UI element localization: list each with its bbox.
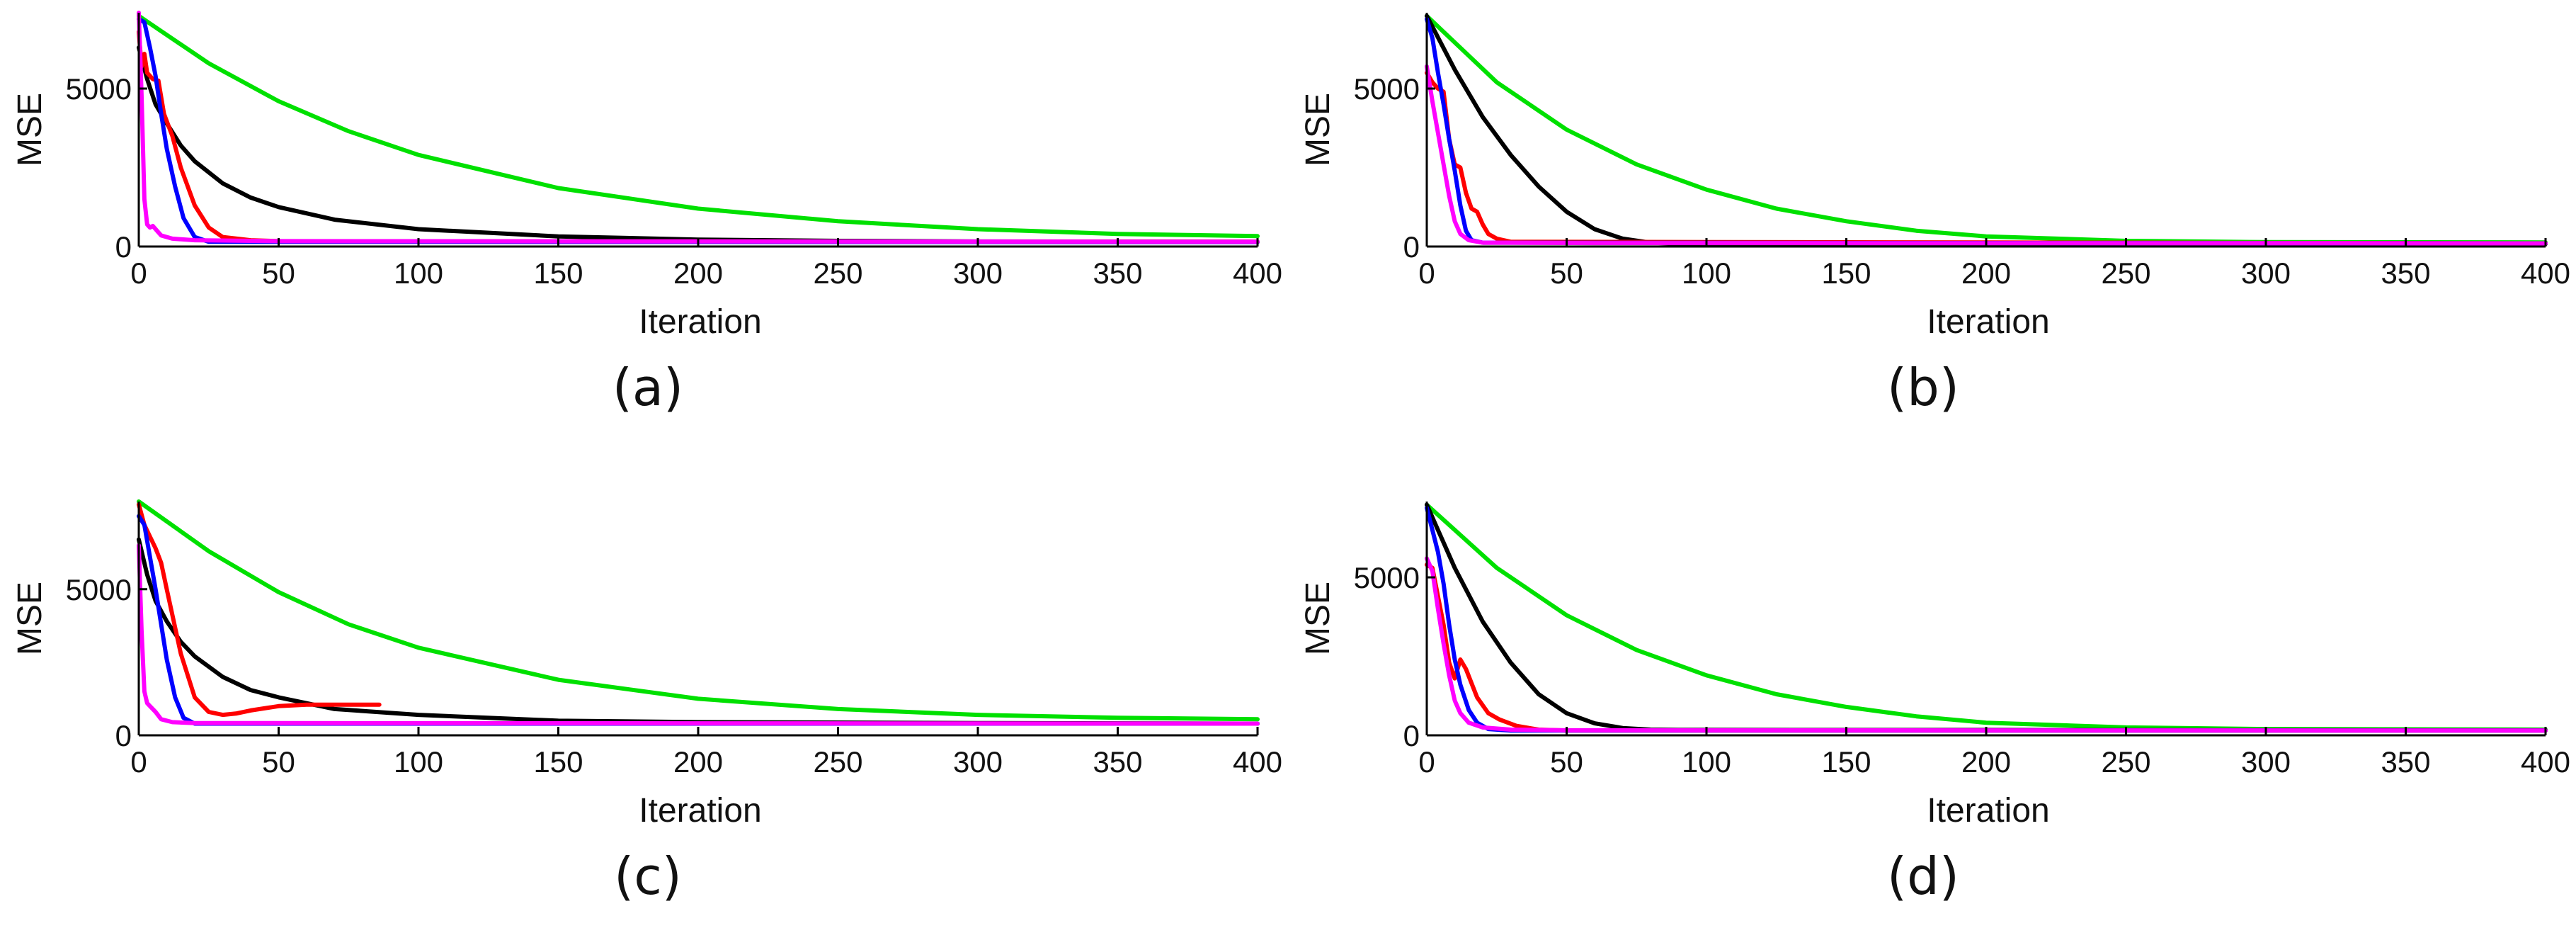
panel-a: 0 50 100 150 200 250 300 350 400 0 5000 Iteration MS… xyxy=(0,0,1288,439)
series-line-2 xyxy=(137,45,1260,244)
panel-b: 0 50 100 150 200 250 300 350 400 0 5000 Iteration MS… xyxy=(1288,0,2576,439)
x-tick-label: 0 xyxy=(1418,256,1435,290)
series-line-4 xyxy=(1425,505,2548,733)
y-axis-label: MSE xyxy=(11,582,49,655)
series-line-2 xyxy=(1425,502,2548,732)
x-tick-label: 100 xyxy=(394,256,443,290)
series-line-5 xyxy=(1425,64,2548,246)
caption-a: (a) xyxy=(612,358,684,417)
caption-d: (d) xyxy=(1887,847,1959,906)
y-tick-label: 5000 xyxy=(66,573,132,606)
y-tick-label: 5000 xyxy=(66,72,132,106)
series-line-1 xyxy=(137,13,1260,239)
x-tick-label: 200 xyxy=(673,745,723,779)
x-tick-label: 300 xyxy=(2241,256,2291,290)
series-line-5 xyxy=(137,11,1260,244)
x-axis-label: Iteration xyxy=(1927,303,2049,341)
x-tick-label: 50 xyxy=(262,256,295,290)
x-tick-label: 150 xyxy=(1821,256,1871,290)
x-tick-label: 100 xyxy=(1682,256,1731,290)
series-line-2 xyxy=(1425,13,2548,247)
x-tick-label: 50 xyxy=(1550,256,1583,290)
x-tick-label: 300 xyxy=(953,256,1003,290)
series-line-3 xyxy=(1425,70,2548,246)
chart-d: 0 50 100 150 200 250 300 350 400 0 5000 Iteration MS… xyxy=(1299,502,2570,830)
y-tick-label: 5000 xyxy=(1354,72,1420,106)
caption-b: (b) xyxy=(1887,358,1959,417)
y-axis-label: MSE xyxy=(11,93,49,166)
series-line-3 xyxy=(137,502,382,718)
series-line-1 xyxy=(137,499,1260,722)
x-axis-label: Iteration xyxy=(639,303,761,341)
chart-b: 0 50 100 150 200 250 300 350 400 0 5000 Iteration MS… xyxy=(1299,13,2570,341)
x-tick-label: 250 xyxy=(2101,256,2150,290)
x-tick-label: 150 xyxy=(533,745,583,779)
chart-c: 0 50 100 150 200 250 300 350 400 0 5000 Iteration MS… xyxy=(11,499,1282,830)
x-tick-label: 400 xyxy=(2521,745,2570,779)
x-tick-label: 150 xyxy=(1821,745,1871,779)
y-tick-label: 5000 xyxy=(1354,561,1420,594)
y-axis-label: MSE xyxy=(1299,93,1337,166)
series-line-5 xyxy=(1425,556,2548,733)
x-tick-label: 400 xyxy=(1233,256,1282,290)
x-tick-label: 200 xyxy=(1961,745,2011,779)
x-axis-label: Iteration xyxy=(639,792,761,830)
x-tick-label: 400 xyxy=(1233,745,1282,779)
x-tick-label: 200 xyxy=(1961,256,2011,290)
caption-c: (c) xyxy=(614,847,682,906)
x-tick-label: 250 xyxy=(813,745,862,779)
x-tick-label: 0 xyxy=(130,745,147,779)
x-tick-label: 350 xyxy=(2381,256,2430,290)
series-line-3 xyxy=(1425,562,2548,733)
x-tick-label: 250 xyxy=(813,256,862,290)
series-line-1 xyxy=(1425,13,2548,245)
x-tick-label: 50 xyxy=(262,745,295,779)
x-tick-label: 50 xyxy=(1550,745,1583,779)
x-tick-label: 350 xyxy=(1093,256,1142,290)
y-tick-label: 0 xyxy=(115,230,132,264)
series-line-2 xyxy=(137,537,1260,726)
x-tick-label: 300 xyxy=(2241,745,2291,779)
panel-d: 0 50 100 150 200 250 300 350 400 0 5000 Iteration MS… xyxy=(1288,489,2576,928)
x-tick-label: 0 xyxy=(130,256,147,290)
series-line-5 xyxy=(137,543,1260,726)
x-tick-label: 200 xyxy=(673,256,723,290)
y-axis-label: MSE xyxy=(1299,582,1337,655)
x-tick-label: 300 xyxy=(953,745,1003,779)
y-tick-label: 0 xyxy=(1403,230,1420,264)
y-tick-label: 0 xyxy=(115,719,132,752)
x-tick-label: 250 xyxy=(2101,745,2150,779)
y-tick-label: 0 xyxy=(1403,719,1420,752)
x-axis-label: Iteration xyxy=(1927,792,2049,830)
x-tick-label: 350 xyxy=(2381,745,2430,779)
x-tick-label: 150 xyxy=(533,256,583,290)
x-tick-label: 400 xyxy=(2521,256,2570,290)
series-line-4 xyxy=(1425,16,2548,246)
x-tick-label: 0 xyxy=(1418,745,1435,779)
x-tick-label: 100 xyxy=(1682,745,1731,779)
series-line-1 xyxy=(1425,502,2548,732)
series-line-4 xyxy=(137,514,1260,726)
chart-a: 0 50 100 150 200 250 300 350 400 0 5000 Iteration MS… xyxy=(11,11,1282,341)
panel-c: 0 50 100 150 200 250 300 350 400 0 5000 Iteration MS… xyxy=(0,489,1288,928)
x-tick-label: 350 xyxy=(1093,745,1142,779)
x-tick-label: 100 xyxy=(394,745,443,779)
